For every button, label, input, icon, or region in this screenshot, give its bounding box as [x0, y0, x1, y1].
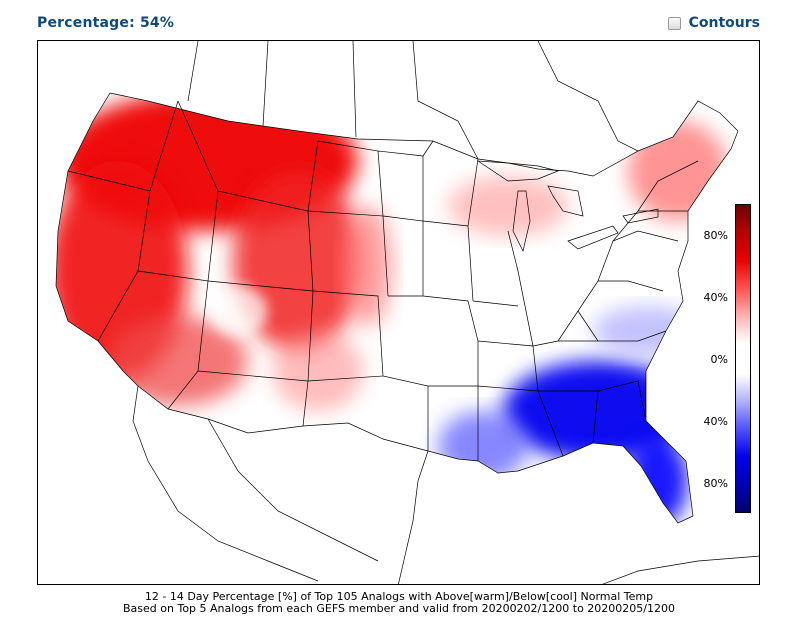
- cool-carolinas: [593, 306, 703, 356]
- colorbar-tick-warm-80: 80%: [703, 229, 728, 242]
- neutral-patch-great-basin: [208, 286, 268, 336]
- warm-plains-edge: [343, 206, 393, 326]
- canada-border-east: [432, 100, 739, 177]
- lake-superior: [476, 160, 560, 182]
- colorbar-tick-cool-40: 40%: [703, 415, 728, 428]
- contours-checkbox[interactable]: [667, 16, 681, 30]
- colorbar-tick-zero: 0%: [710, 353, 728, 366]
- shading-layer: [56, 93, 728, 523]
- caribbean-lines: [602, 555, 759, 584]
- map-caption: 12 - 14 Day Percentage [%] of Top 105 An…: [0, 591, 798, 615]
- hudson-coast: [537, 41, 639, 152]
- warm-new-mexico: [273, 331, 363, 411]
- caption-line-1: 12 - 14 Day Percentage [%] of Top 105 An…: [144, 590, 654, 603]
- contours-label: Contours: [688, 15, 760, 31]
- west-coast: [55, 92, 139, 387]
- contours-toggle[interactable]: Contours: [667, 15, 760, 31]
- east-gulf-coast: [427, 130, 739, 524]
- canada-province-lines: [187, 41, 479, 160]
- lake-huron: [547, 185, 584, 217]
- warm-southwest: [108, 316, 248, 406]
- lake-michigan: [512, 190, 531, 253]
- colorbar-tick-warm-40: 40%: [703, 291, 728, 304]
- map-panel: [37, 40, 760, 585]
- lake-ontario: [622, 208, 659, 224]
- cool-core-southeast: [503, 361, 693, 461]
- lake-erie: [567, 225, 619, 250]
- mexico-lines: [132, 385, 429, 584]
- percentage-title: Percentage: 54%: [37, 15, 175, 31]
- cool-core-florida: [628, 436, 688, 523]
- state-lines: [67, 100, 699, 461]
- analog-map: [55, 41, 759, 584]
- mexico-border: [137, 385, 429, 452]
- colorbar-tick-cool-80: 80%: [703, 477, 728, 490]
- cool-lower-mississippi: [438, 411, 528, 481]
- caption-line-2: Based on Top 5 Analogs from each GEFS me…: [123, 602, 675, 615]
- map-lines: [55, 41, 759, 584]
- colorbar: [735, 204, 751, 513]
- warm-great-lakes: [448, 176, 568, 236]
